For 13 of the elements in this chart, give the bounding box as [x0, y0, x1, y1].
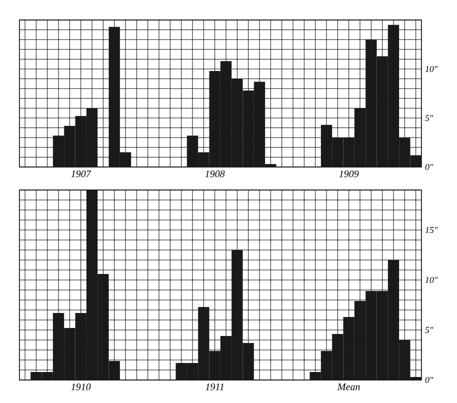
y-tick-label: 0"	[425, 376, 434, 384]
x-tick-label: 1910	[71, 384, 91, 390]
x-tick-label: 1907	[71, 170, 92, 178]
y-tick-label: 5"	[425, 326, 434, 333]
y-tick-label: 5"	[425, 114, 434, 121]
x-tick-label: 1911	[206, 384, 224, 390]
y-tick-label: 10"	[425, 276, 438, 284]
y-tick-label: 15"	[425, 226, 438, 234]
y-tick-label: 0"	[425, 164, 434, 170]
x-tick-label: 1908	[205, 170, 225, 178]
x-tick-label: 1909	[339, 170, 359, 178]
x-tick-label: Mean	[337, 384, 360, 390]
y-tick-label: 10"	[425, 66, 438, 72]
